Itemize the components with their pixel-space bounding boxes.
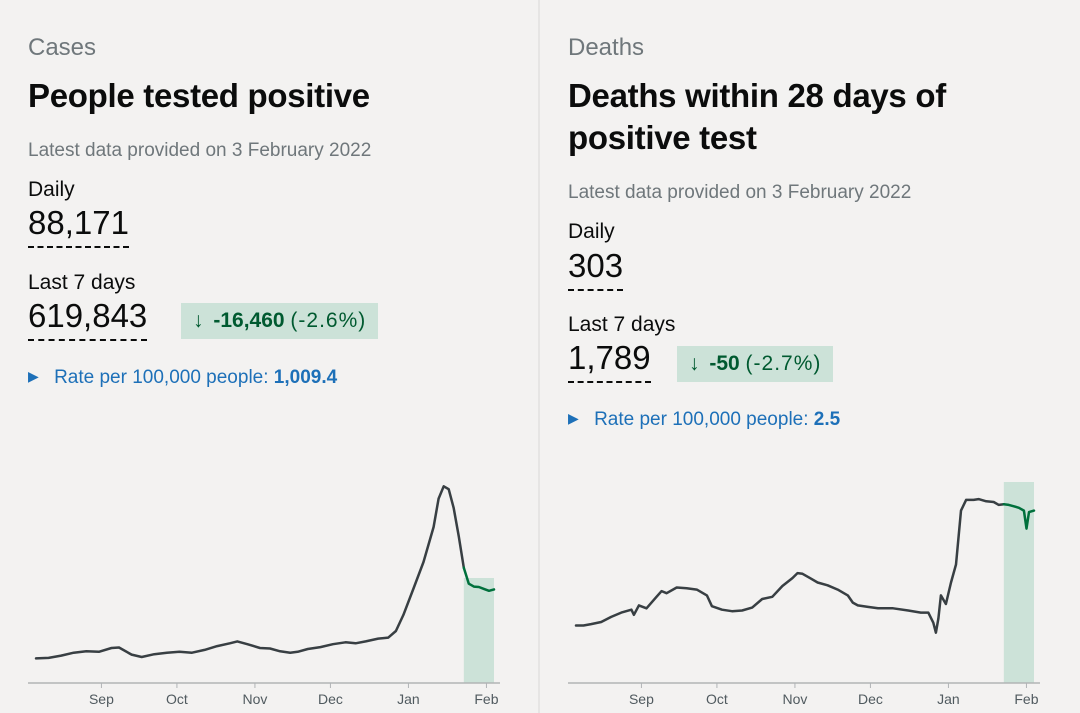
x-tick-label-oct: Oct (706, 691, 728, 707)
x-tick-label-feb: Feb (1014, 691, 1038, 707)
change-value: -50 (709, 352, 740, 375)
updated-date: Latest data provided on 3 February 2022 (28, 140, 372, 161)
card-caption: Cases (28, 34, 97, 61)
week-value[interactable]: 1,789 (568, 339, 651, 383)
change-badge: ↓ -16,460 (-2.6%) (181, 303, 379, 339)
week-label: Last 7 days (28, 271, 136, 294)
cases-chart: Sep Oct Nov Dec Jan Feb (28, 485, 500, 707)
rate-label: Rate per 100,000 people: (594, 409, 809, 430)
x-tick-label-dec: Dec (318, 691, 343, 707)
daily-label: Daily (28, 178, 75, 201)
trend-line (34, 485, 466, 660)
updated-date: Latest data provided on 3 February 2022 (568, 182, 912, 203)
card-title[interactable]: People tested positive (28, 77, 370, 114)
x-tick-label-jan: Jan (397, 691, 420, 707)
daily-value[interactable]: 303 (568, 247, 624, 291)
down-arrow-icon: ↓ (193, 309, 204, 332)
daily-value[interactable]: 88,171 (28, 204, 129, 248)
change-percent: (-2.6%) (290, 309, 367, 332)
cases-card: Cases People tested positive Latest data… (0, 0, 538, 713)
card-title[interactable]: Deaths within 28 days of positive test (568, 77, 946, 156)
disclosure-triangle-icon: ▶ (28, 368, 39, 384)
x-tick-label-sep: Sep (629, 691, 654, 707)
recent-period-band (463, 578, 494, 683)
deaths-chart: Sep Oct Nov Dec Jan Feb (568, 482, 1040, 707)
rate-value: 2.5 (813, 409, 841, 430)
card-caption: Deaths (568, 34, 645, 61)
recent-trend-line (462, 566, 496, 593)
rate-label: Rate per 100,000 people: (54, 367, 269, 388)
rate-toggle[interactable]: ▶ Rate per 100,000 people: 1,009.4 (28, 367, 337, 389)
down-arrow-icon: ↓ (689, 352, 700, 375)
change-value: -16,460 (213, 309, 285, 332)
recent-trend-line (1002, 502, 1036, 530)
disclosure-triangle-icon: ▶ (568, 410, 579, 426)
x-tick-label-feb: Feb (474, 691, 498, 707)
rate-toggle[interactable]: ▶ Rate per 100,000 people: 2.5 (568, 409, 840, 431)
week-label: Last 7 days (568, 313, 676, 336)
daily-label: Daily (568, 220, 615, 243)
week-value[interactable]: 619,843 (28, 297, 148, 341)
x-tick-label-nov: Nov (782, 691, 807, 707)
change-percent: (-2.7%) (745, 352, 822, 375)
change-badge: ↓ -50 (-2.7%) (677, 346, 834, 382)
x-tick-label-dec: Dec (858, 691, 883, 707)
trend-line (574, 497, 1006, 634)
x-tick-label-jan: Jan (937, 691, 960, 707)
x-tick-label-oct: Oct (166, 691, 188, 707)
card-divider (538, 0, 540, 713)
deaths-card: Deaths Deaths within 28 days of positive… (540, 0, 1078, 713)
x-tick-label-nov: Nov (242, 691, 267, 707)
rate-value: 1,009.4 (273, 367, 338, 388)
x-tick-label-sep: Sep (89, 691, 114, 707)
